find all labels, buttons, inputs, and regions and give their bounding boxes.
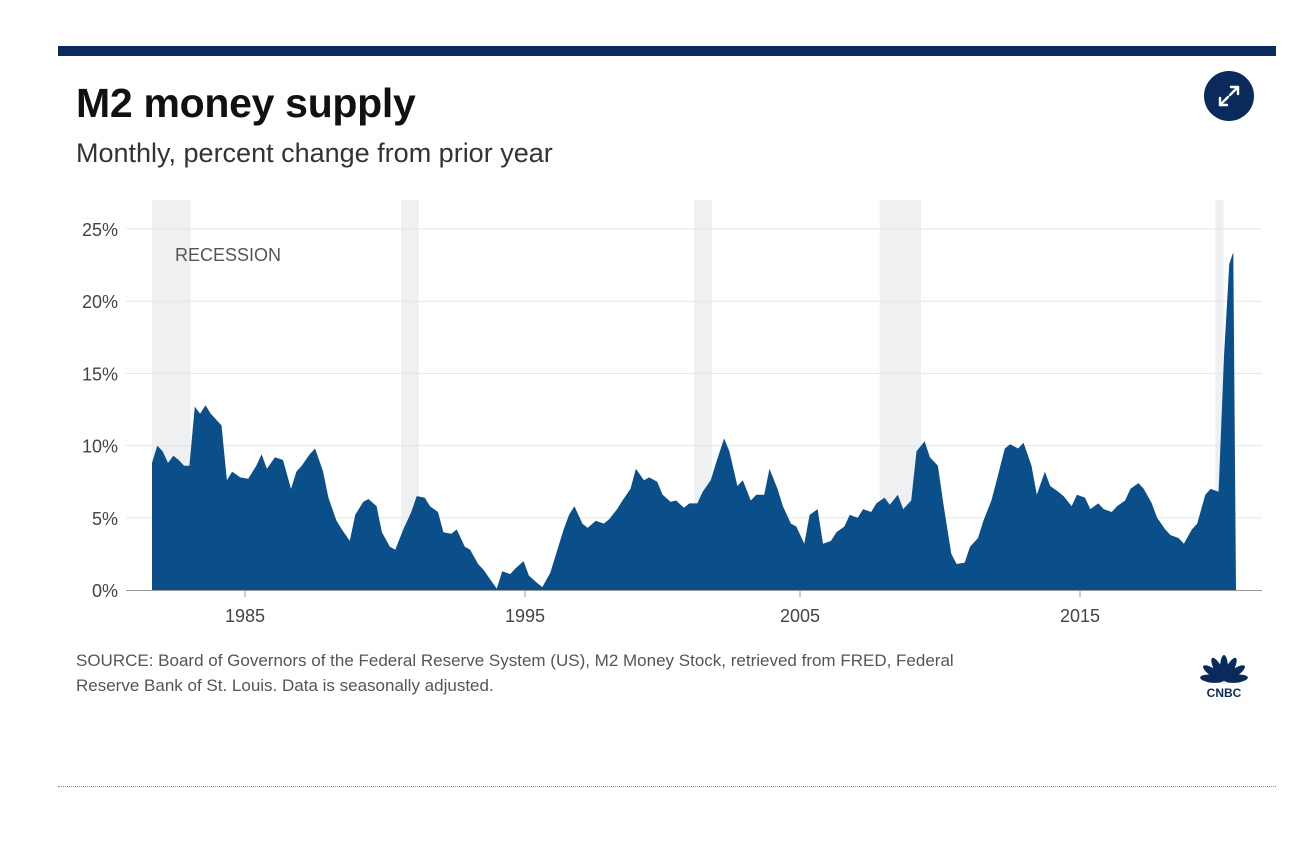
y-tick-label: 15% [82,364,118,384]
recession-band-1 [400,200,419,590]
y-tick-label: 20% [82,292,118,312]
x-tick-label: 2015 [1060,606,1100,626]
cnbc-logo-text: CNBC [1207,686,1242,700]
chart-area: 0% 5% 10% 15% 20% 25% 1985 1995 2005 2015 RECESS… [82,200,1262,626]
source-line-2: Reserve Bank of St. Louis. Data is seaso… [76,676,494,695]
y-tick-label: 0% [92,581,118,601]
y-tick-label: 10% [82,437,118,457]
recession-label: RECESSION [175,245,281,265]
source-line-1: SOURCE: Board of Governors of the Federa… [76,651,954,670]
y-tick-label: 5% [92,509,118,529]
recession-band-4 [1215,200,1224,590]
x-tick-label: 1995 [505,606,545,626]
x-tick-label: 2005 [780,606,820,626]
chart-title: M2 money supply [76,80,416,126]
x-tick-label: 1985 [225,606,265,626]
y-axis-ticks: 0% 5% 10% 15% 20% 25% [82,220,118,601]
chart-subtitle: Monthly, percent change from prior year [76,138,553,168]
cnbc-peacock-icon: CNBC [1200,655,1248,700]
x-axis-ticks: 1985 1995 2005 2015 [225,590,1100,626]
expand-button[interactable] [1204,71,1254,121]
bottom-rule [58,786,1276,787]
expand-arrows-icon [1218,85,1240,107]
y-tick-label: 25% [82,220,118,240]
source-note: SOURCE: Board of Governors of the Federa… [76,648,1156,698]
top-rule [58,46,1276,56]
m2-series-area [152,252,1236,590]
